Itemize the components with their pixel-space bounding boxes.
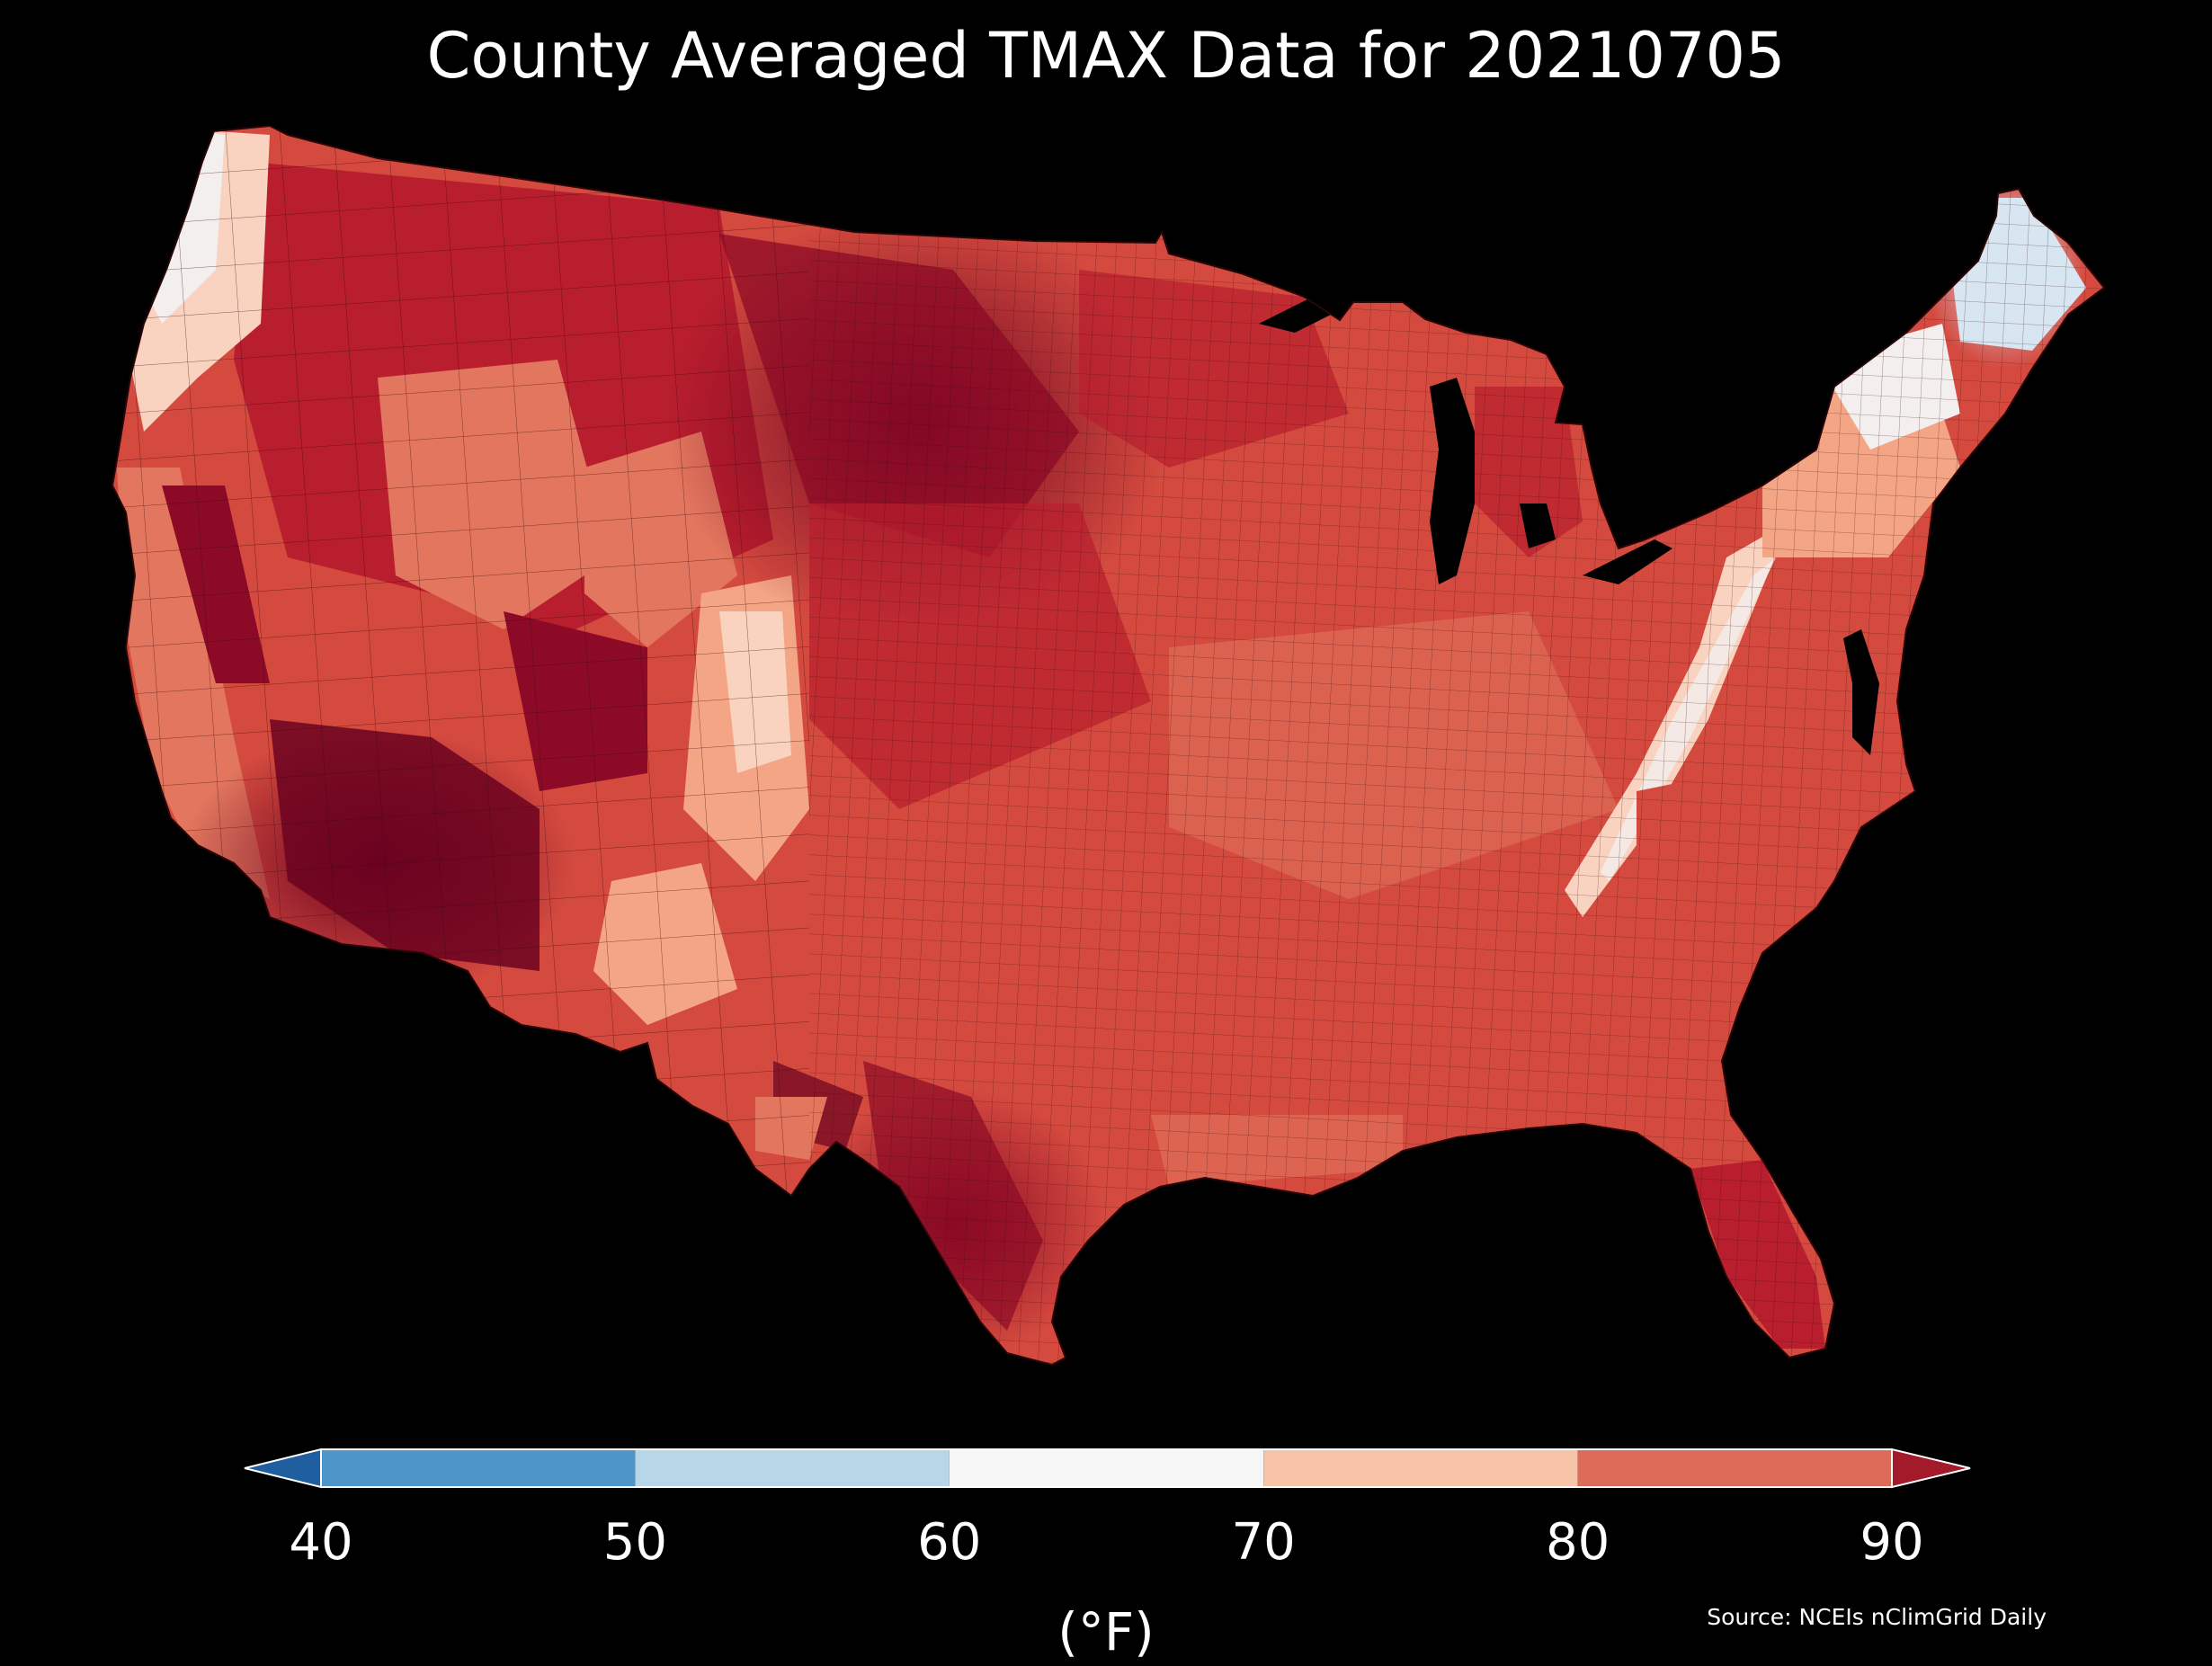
lake-huron-saginaw [1520,503,1556,548]
colorbar-frame [320,1448,1893,1488]
lake-superior [1259,288,1367,333]
source-label: Source: NCEIs nClimGrid Daily [1707,1604,2047,1630]
colorbar-over-triangle [1891,1448,1971,1489]
colorbar-bin-2 [949,1449,1264,1487]
page-title: County Averaged TMAX Data for 20210705 [426,19,1786,93]
colorbar-bin-0 [321,1449,636,1487]
colorbar-bins [321,1449,1892,1487]
colorbar-bin-4 [1577,1449,1892,1487]
colorbar-under-triangle [244,1448,322,1489]
colorbar-tick-label: 50 [602,1513,668,1572]
lake-michigan [1430,378,1475,584]
colorbar-tick-label: 90 [1860,1513,1924,1572]
colorbar-tick-label: 80 [1545,1513,1610,1572]
colorbar-tick-label: 40 [289,1513,353,1572]
colorbar-tick-label: 70 [1231,1513,1296,1572]
chesapeake-bay [1843,629,1879,755]
colorbar-bin-1 [635,1449,950,1487]
colorbar-bin-3 [1263,1449,1578,1487]
us-outline [111,124,2106,1367]
colorbar-tick-label: 60 [917,1513,982,1572]
lake-erie [1583,539,1672,584]
colorbar-unit-label: (°F) [1057,1601,1155,1662]
